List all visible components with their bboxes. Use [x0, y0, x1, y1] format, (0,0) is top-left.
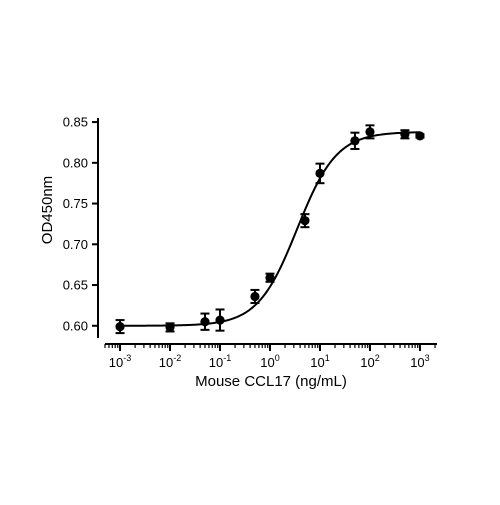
y-tick-label: 0.60	[63, 318, 88, 333]
data-marker	[350, 136, 360, 146]
data-points	[115, 124, 425, 335]
data-marker	[265, 273, 275, 283]
data-point	[415, 131, 425, 141]
data-point	[250, 288, 260, 304]
data-point	[315, 162, 325, 185]
fit-curve-group	[120, 131, 420, 327]
data-point	[365, 124, 375, 140]
y-axis-label: OD450nm	[39, 176, 56, 244]
data-point	[300, 213, 310, 229]
x-tick-label: 103	[410, 353, 429, 370]
data-marker	[315, 168, 325, 179]
data-point	[200, 312, 210, 331]
y-tick-label: 0.80	[63, 155, 88, 170]
data-point	[350, 131, 360, 150]
data-marker	[165, 322, 175, 333]
data-point	[400, 129, 410, 140]
y-axis: 0.60 0.65 0.70 0.75 0.80 0.85	[63, 115, 99, 338]
x-tick-label: 102	[360, 353, 379, 370]
data-marker	[365, 127, 375, 137]
data-marker	[400, 129, 410, 139]
x-tick-label: 10-3	[109, 353, 131, 370]
y-tick-label: 0.75	[63, 196, 88, 211]
data-point	[115, 319, 125, 335]
x-tick-label: 101	[310, 353, 329, 370]
data-marker	[200, 317, 210, 327]
data-marker	[250, 291, 260, 302]
data-marker	[300, 216, 310, 226]
data-marker	[115, 321, 125, 332]
y-tick-label: 0.65	[63, 278, 88, 293]
data-marker	[415, 131, 425, 141]
x-axis-label: Mouse CCL17 (ng/mL)	[195, 373, 347, 390]
x-axis: 10-3 10-2 10-1 100 101 102 103	[104, 343, 437, 370]
x-tick-label: 10-2	[159, 353, 181, 370]
x-tick-label: 100	[260, 353, 279, 370]
data-marker	[215, 315, 225, 325]
y-tick-label: 0.70	[63, 237, 88, 252]
y-tick-label: 0.85	[63, 115, 88, 130]
data-point	[215, 308, 225, 332]
fit-curve	[120, 131, 420, 327]
data-point	[165, 322, 175, 333]
x-tick-label: 10-1	[209, 353, 231, 370]
data-point	[265, 272, 275, 283]
